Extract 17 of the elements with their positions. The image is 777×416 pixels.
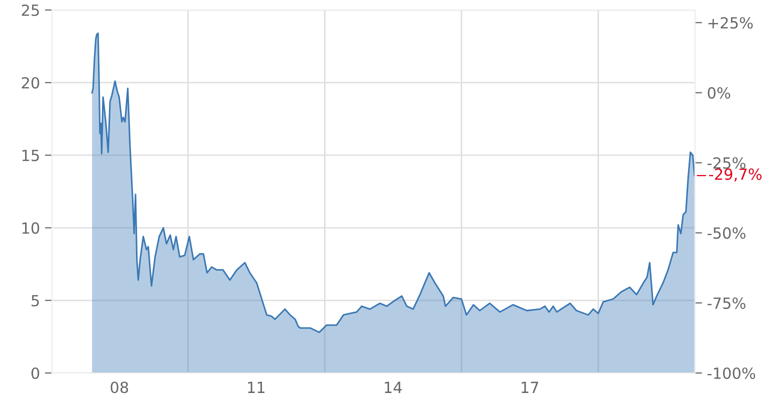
x-tick-label: 11 bbox=[248, 382, 264, 393]
y2-tick-label: 0% bbox=[708, 87, 730, 99]
y2-tick-label: -100% bbox=[708, 367, 756, 380]
y-tick-label: 20 bbox=[22, 77, 40, 89]
x-tick-label: 17 bbox=[522, 382, 538, 393]
y2-tick-label: +25% bbox=[708, 17, 753, 29]
x-tick-label: 14 bbox=[384, 382, 402, 393]
x-tick-label: 08 bbox=[110, 382, 128, 394]
y-tick-label: 15 bbox=[22, 150, 39, 162]
y-tick-label: 10 bbox=[22, 222, 40, 234]
y-tick-label: 0 bbox=[31, 367, 40, 380]
y-tick-label: 5 bbox=[32, 295, 39, 306]
y2-tick-label: -75% bbox=[708, 297, 746, 309]
y-tick-label: 25 bbox=[22, 4, 39, 16]
y2-tick-label: -25% bbox=[708, 157, 746, 169]
y2-tick-label: -50% bbox=[708, 227, 746, 239]
annotation: -29,7% bbox=[709, 168, 762, 182]
